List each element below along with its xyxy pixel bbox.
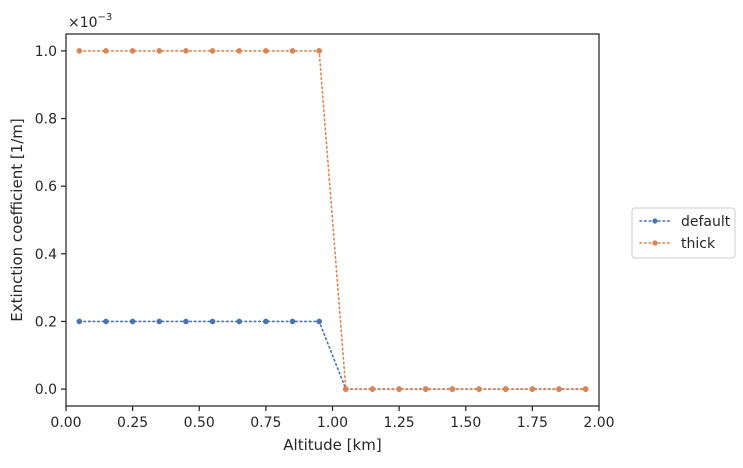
data-point-default: [156, 318, 163, 325]
data-point-default: [103, 318, 109, 325]
data-point-thick: [103, 48, 109, 54]
data-point-thick: [529, 386, 536, 392]
x-tick-label: 0.75: [250, 415, 281, 431]
data-point-thick: [263, 48, 269, 54]
legend-entries: default thick: [639, 214, 731, 252]
legend-frame: [631, 207, 736, 259]
x-tick-label: 2.00: [583, 415, 614, 431]
y-offset-label: ×10−3: [68, 12, 112, 31]
x-tick-label: 1.75: [517, 415, 548, 431]
legend-label-default: default: [681, 214, 731, 230]
data-point-thick: [236, 48, 243, 54]
data-point-default: [316, 318, 323, 325]
data-point-thick: [396, 386, 402, 392]
data-point-thick: [449, 386, 456, 392]
data-point-thick: [582, 386, 589, 392]
series-layer: [76, 48, 589, 392]
legend-label-thick: thick: [681, 236, 716, 252]
series-line-thick: [78, 50, 587, 390]
data-point-thick: [342, 386, 349, 392]
series-line-default: [78, 320, 587, 390]
data-point-thick: [476, 386, 482, 392]
data-point-thick: [156, 48, 163, 54]
plot-area: 0.00 0.25 0.50 0.75 1.00 1.25 1.50 1.75 2.00 0.0…: [35, 33, 615, 431]
y-tick-label: 0.6: [35, 179, 57, 195]
data-point-thick: [289, 48, 296, 54]
legend: default thick: [631, 207, 736, 259]
legend-entry-default: default: [639, 214, 731, 230]
y-tick-label: 0.8: [35, 112, 57, 128]
data-point-thick: [369, 386, 376, 392]
data-point-default: [263, 318, 269, 325]
x-tick-label: 1.25: [384, 415, 415, 431]
data-point-default: [183, 318, 189, 325]
x-tick-label: 1.50: [450, 415, 481, 431]
data-point-default: [289, 318, 296, 325]
legend-entry-thick: thick: [639, 236, 716, 252]
y-tick-label: 0.4: [35, 247, 57, 263]
x-axis-title: Altitude [km]: [283, 436, 381, 454]
data-point-thick: [556, 386, 562, 392]
data-point-thick: [76, 48, 83, 54]
x-axis-ticks: 0.00 0.25 0.50 0.75 1.00 1.25 1.50 1.75 2.00: [50, 406, 615, 431]
series-thick: [76, 48, 589, 392]
data-point-thick: [422, 386, 429, 392]
data-point-default: [129, 318, 136, 325]
data-point-thick: [183, 48, 189, 54]
y-tick-label: 0.2: [35, 314, 57, 330]
y-axis-ticks: 0.0 0.2 0.4 0.6 0.8 1.0: [35, 44, 66, 398]
data-point-thick: [316, 48, 323, 54]
data-point-default: [209, 318, 216, 325]
data-point-thick: [209, 48, 216, 54]
x-tick-label: 0.50: [184, 415, 215, 431]
legend-marker-thick: [652, 240, 658, 246]
y-tick-label: 1.0: [35, 44, 57, 60]
data-point-thick: [502, 386, 509, 392]
data-point-thick: [129, 48, 136, 54]
x-tick-label: 0.25: [117, 415, 148, 431]
data-point-default: [76, 318, 83, 325]
legend-marker-default: [652, 218, 658, 224]
y-tick-label: 0.0: [35, 382, 57, 398]
x-tick-label: 1.00: [317, 415, 348, 431]
y-axis-title: Extinction coefficient [1/m]: [8, 118, 26, 322]
x-tick-label: 0.00: [50, 415, 81, 431]
data-point-default: [236, 318, 243, 325]
